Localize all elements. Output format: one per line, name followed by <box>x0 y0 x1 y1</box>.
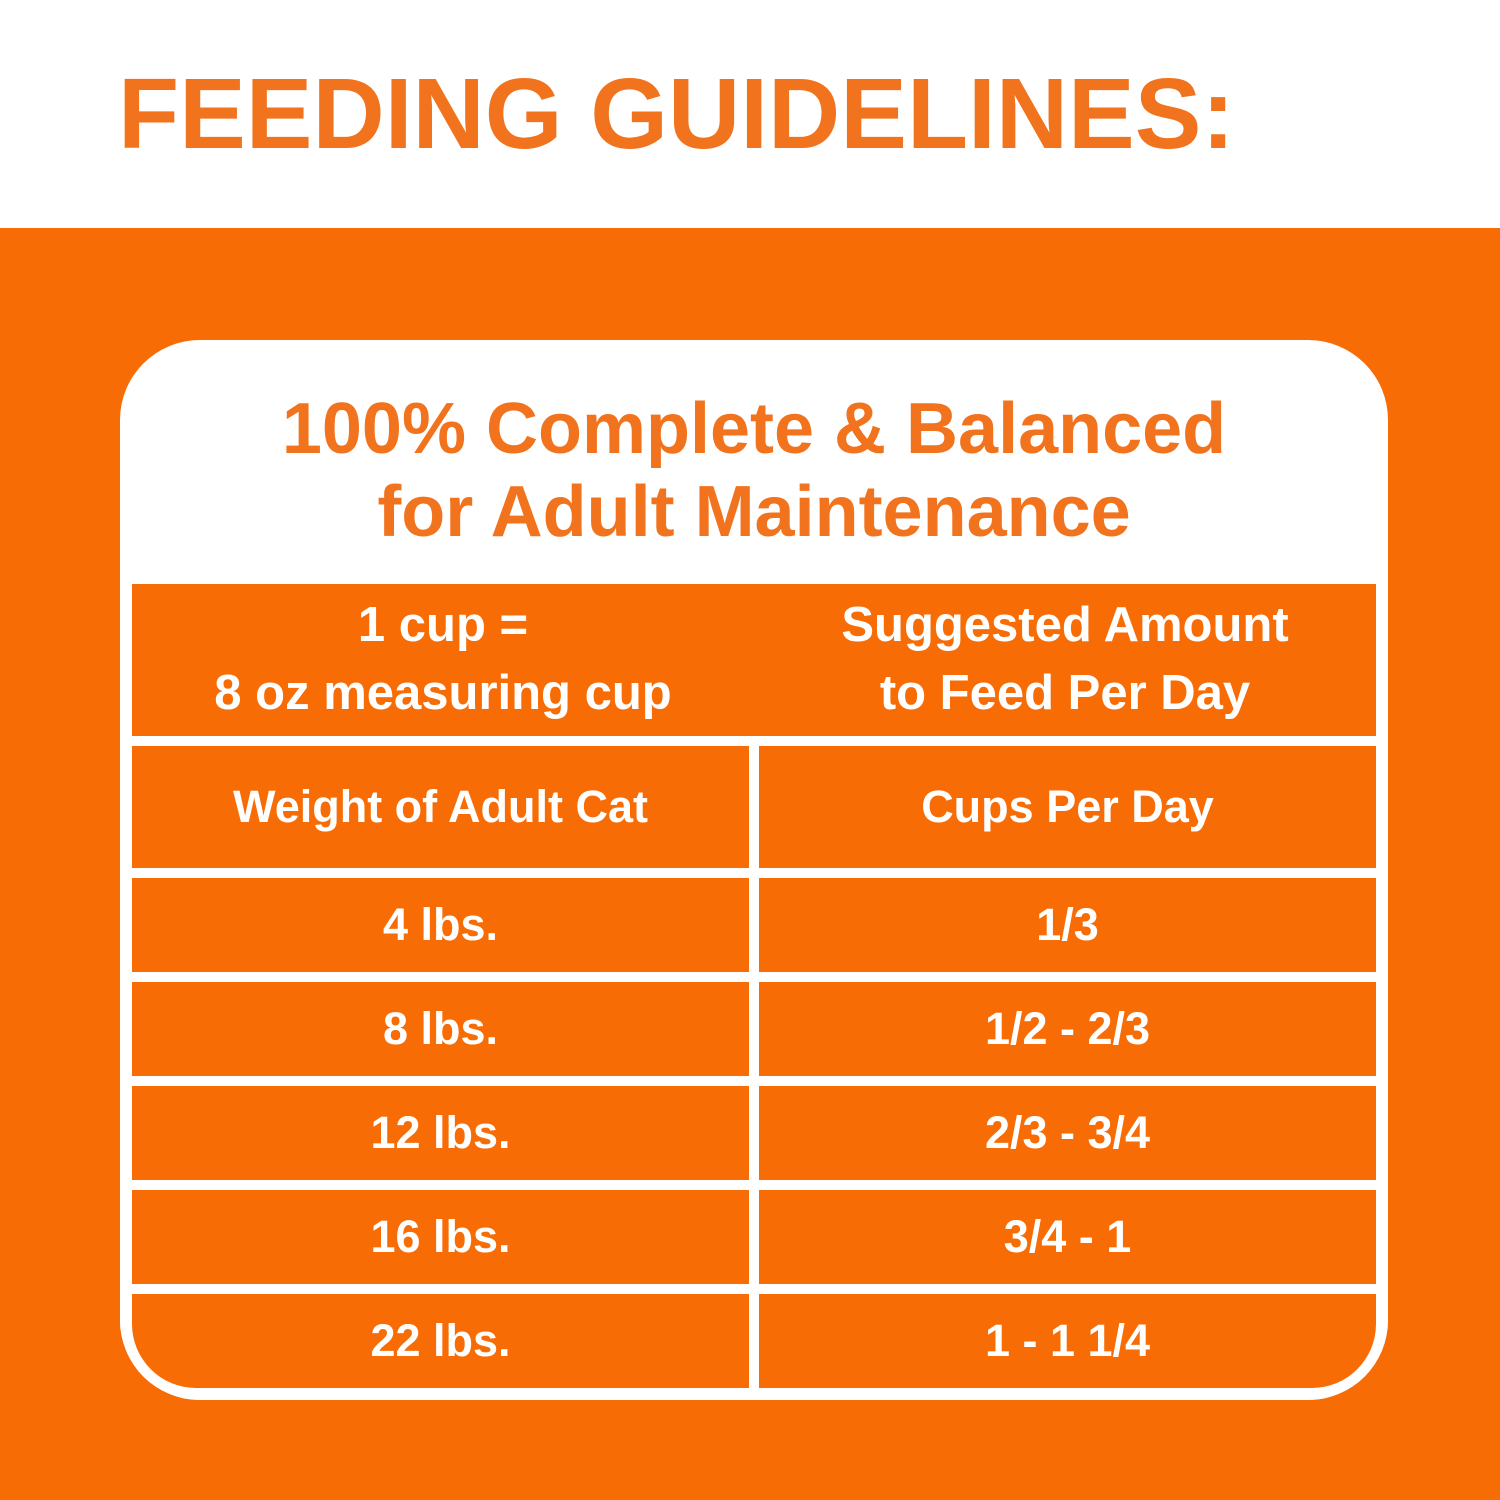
cup-measure-note-line2: 8 oz measuring cup <box>214 665 672 720</box>
suggested-amount-note-line2: to Feed Per Day <box>879 665 1251 720</box>
table-row-cups: 1 - 1 1/4 <box>759 1293 1376 1388</box>
table-row-weight: 4 lbs. <box>132 877 749 972</box>
top-white-band: FEEDING GUIDELINES: <box>0 0 1500 228</box>
orange-background-section: 100% Complete & Balanced for Adult Maint… <box>0 228 1500 1500</box>
table-row-weight: 12 lbs. <box>132 1085 749 1180</box>
table-row-weight: 8 lbs. <box>132 981 749 1076</box>
table-row-cups: 3/4 - 1 <box>759 1189 1376 1284</box>
cup-measure-note-line1: 1 cup = <box>357 597 529 652</box>
table-row-weight: 22 lbs. <box>132 1293 749 1388</box>
table-row-cups: 1/2 - 2/3 <box>759 981 1376 1076</box>
table-row-cups: 1/3 <box>759 877 1376 972</box>
feeding-table: 1 cup = 8 oz measuring cup Suggested Amo… <box>120 583 1388 1400</box>
card-heading-line2: for Adult Maintenance <box>377 471 1131 552</box>
suggested-amount-note-line1: Suggested Amount <box>841 597 1289 652</box>
card-heading-line1: 100% Complete & Balanced <box>281 389 1227 469</box>
column-header-weight: Weight of Adult Cat <box>132 745 749 868</box>
suggested-amount-note: Suggested Amount to Feed Per Day <box>754 592 1376 727</box>
table-header-row: 1 cup = 8 oz measuring cup Suggested Amo… <box>132 583 1376 736</box>
table-row-cups: 2/3 - 3/4 <box>759 1085 1376 1180</box>
column-header-cups: Cups Per Day <box>759 745 1376 868</box>
card-heading: 100% Complete & Balanced for Adult Maint… <box>120 340 1388 584</box>
table-row-weight: 16 lbs. <box>132 1189 749 1284</box>
cup-measure-note: 1 cup = 8 oz measuring cup <box>132 592 754 727</box>
page-title: FEEDING GUIDELINES: <box>118 58 1235 170</box>
feeding-guidelines-card: 100% Complete & Balanced for Adult Maint… <box>120 340 1388 1400</box>
